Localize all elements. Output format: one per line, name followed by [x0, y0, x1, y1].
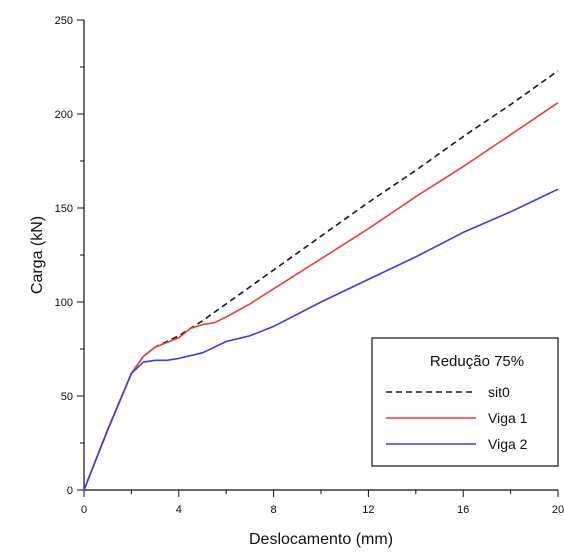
- x-tick-label: 12: [362, 504, 374, 516]
- x-axis-title: Deslocamento (mm): [249, 531, 393, 548]
- y-tick-label: 50: [61, 391, 73, 403]
- legend: Redução 75% sit0 Viga 1 Viga 2: [371, 337, 559, 467]
- x-tick-label: 0: [81, 504, 87, 516]
- series-line-3: [83, 188, 559, 491]
- y-axis-title: Carga (kN): [29, 216, 46, 294]
- series-group: [83, 70, 559, 491]
- legend-label: Viga 1: [488, 410, 528, 426]
- y-tick-label: 100: [55, 297, 73, 309]
- x-tick-label: 8: [271, 504, 277, 516]
- legend-label: Viga 2: [488, 436, 528, 452]
- legend-items: sit0 Viga 1 Viga 2: [386, 384, 528, 452]
- legend-title: Redução 75%: [430, 353, 524, 370]
- x-tick-label: 16: [457, 504, 469, 516]
- y-tick-label: 250: [55, 15, 73, 27]
- x-tick-label: 4: [176, 504, 182, 516]
- series-line-2: [83, 102, 559, 491]
- y-tick-label: 200: [55, 109, 73, 121]
- y-tick-label: 0: [67, 485, 73, 497]
- x-tick-label: 20: [552, 504, 564, 516]
- legend-label: sit0: [488, 384, 510, 400]
- y-tick-label: 150: [55, 203, 73, 215]
